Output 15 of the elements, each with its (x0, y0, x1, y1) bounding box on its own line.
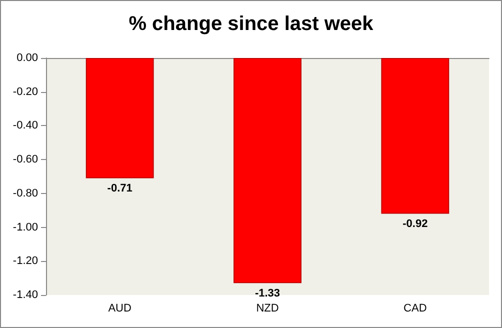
data-label: -0.71 (107, 182, 132, 195)
chart-title: % change since last week (128, 13, 374, 35)
data-label: -1.33 (254, 288, 280, 300)
y-tick-label: -0.80 (12, 187, 38, 200)
y-tick-label: 0.00 (16, 52, 38, 64)
x-tick-label: NZD (256, 302, 279, 314)
y-tick-label: -0.60 (12, 154, 38, 166)
y-tick-label: -1.40 (12, 289, 38, 301)
y-tick-label: -0.40 (12, 120, 38, 132)
x-tick-label: AUD (108, 302, 132, 314)
x-tick-label: CAD (404, 302, 427, 314)
data-label: -0.92 (402, 218, 428, 230)
y-tick-label: -1.20 (12, 255, 38, 268)
y-tick-label: -1.00 (12, 221, 38, 234)
y-tick-label: -0.20 (12, 86, 38, 98)
